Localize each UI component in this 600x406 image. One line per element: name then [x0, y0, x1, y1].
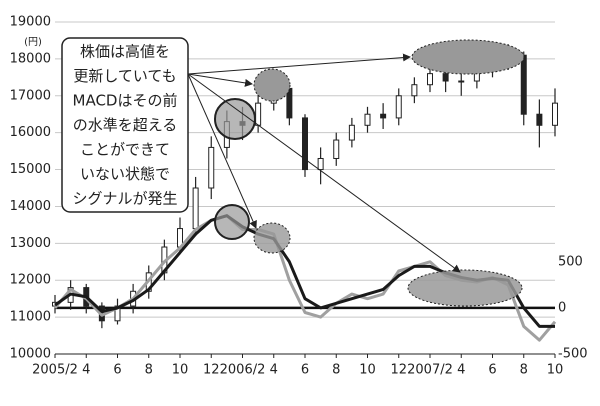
x-tick-label: 8 [145, 363, 153, 378]
candle-body [114, 305, 121, 322]
x-tick-label: 12 [390, 363, 407, 378]
x-tick-label: 2006/2 [220, 363, 266, 378]
highlight [411, 39, 525, 75]
x-tick-label: 6 [301, 363, 309, 378]
x-tick-label: 4 [270, 363, 278, 378]
highlight [253, 222, 291, 254]
annotation-line: 株価は高値を [80, 43, 170, 61]
y-tick-label: 16000 [10, 125, 51, 140]
candle-body [192, 187, 199, 230]
candle-body [208, 146, 215, 189]
y-tick-label: 17000 [10, 88, 51, 103]
y-tick-label: 14000 [10, 199, 51, 214]
annotation-line: 更新していても [73, 67, 176, 85]
y-tick-label: 12000 [10, 273, 51, 288]
candle-body [442, 73, 449, 82]
annotation-line: いない状態で [80, 165, 170, 183]
candle-body [520, 54, 527, 115]
candle-body [427, 73, 433, 86]
y2-tick-label: 0 [558, 300, 566, 315]
candle-body [411, 84, 418, 97]
x-tick-label: 6 [113, 363, 121, 378]
x-tick-label: 4 [457, 363, 465, 378]
y-tick-label: 15000 [10, 162, 51, 177]
annotation-line: ことができて [80, 141, 170, 159]
candle-body [395, 95, 402, 119]
y2-tick-label: -500 [558, 347, 588, 362]
x-tick-label: 10 [172, 363, 189, 378]
y2-tick-label: 500 [558, 254, 583, 269]
candle-body [364, 113, 371, 126]
x-tick-label: 8 [332, 363, 340, 378]
highlight [407, 269, 523, 307]
y-tick-label: 11000 [10, 310, 51, 325]
x-tick-label: 4 [82, 363, 90, 378]
candle-body [536, 113, 543, 126]
annotation-line: シグナルが発生 [72, 190, 177, 208]
highlight [214, 204, 250, 240]
x-tick-label: 8 [520, 363, 528, 378]
candle-body [302, 117, 308, 171]
candle-body [255, 102, 262, 126]
candle-body [380, 113, 387, 119]
y-tick-label: 19000 [10, 15, 51, 30]
x-tick-label: 2007/2 [407, 363, 453, 378]
y-tick-label: 18000 [10, 51, 51, 66]
candle-body [458, 80, 465, 83]
y-tick-label: 13000 [10, 236, 51, 251]
plot: 10000 11000 12000 13000 14000 15000 16000 17000… [10, 15, 588, 378]
x-tick-label: 2005/2 [32, 363, 78, 378]
candle-body [552, 102, 558, 126]
x-tick-label: 10 [359, 363, 376, 378]
annotation-box [61, 37, 189, 213]
arrow [187, 73, 257, 229]
x-tick-label: 6 [488, 363, 496, 378]
annotation-line: MACDはその前 [73, 92, 178, 110]
y-tick-label: 10000 [10, 347, 51, 362]
highlight [253, 68, 291, 102]
arrows [187, 53, 461, 273]
arrow [187, 73, 461, 273]
candle-body [348, 124, 355, 141]
arrow [187, 53, 411, 75]
highlight [214, 98, 256, 140]
arrow [187, 73, 253, 87]
candle-body [317, 157, 324, 171]
y-unit: (円) [24, 37, 42, 48]
x-tick-label: 10 [547, 363, 564, 378]
x-tick-label: 12 [203, 363, 220, 378]
annotation-line: の水準を超える [73, 116, 178, 134]
candle-body [333, 139, 340, 159]
